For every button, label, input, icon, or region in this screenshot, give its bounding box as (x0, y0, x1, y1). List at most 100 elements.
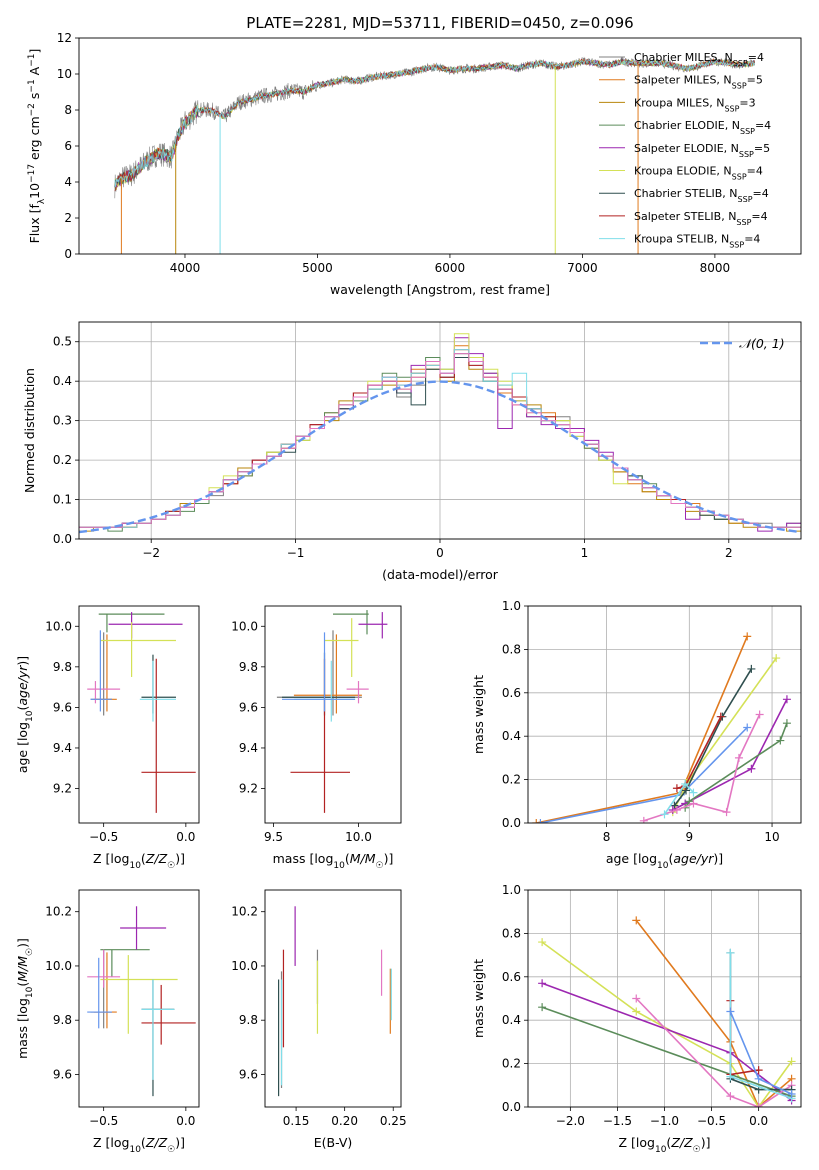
y-axis-label: mass weight (471, 675, 486, 754)
y-tick-label: 0.8 (502, 642, 521, 656)
weight-line (673, 668, 753, 807)
x-tick-label: −1.0 (650, 1114, 679, 1128)
axes-frame (78, 37, 802, 255)
x-tick-label: 0.0 (176, 830, 195, 844)
y-tick-label: 9.4 (239, 741, 258, 755)
x-tick-label: 10.0 (345, 830, 372, 844)
y-tick-label: 0.8 (502, 926, 521, 940)
errorbars (87, 906, 196, 1097)
weight-marker (734, 753, 743, 762)
x-tick-label: 2 (725, 546, 733, 560)
spectrum-model-line (114, 59, 755, 188)
weight-marker (538, 1003, 547, 1012)
x-tick-label: 0 (436, 546, 444, 560)
y-tick-label: 9.6 (239, 700, 258, 714)
x-tick-label: 8000 (700, 261, 731, 275)
x-tick-label: 6000 (435, 261, 466, 275)
y-tick-label: 0.6 (502, 686, 521, 700)
y-tick-label: 10 (57, 67, 72, 81)
weight-marker (689, 799, 698, 808)
normal-curve (79, 380, 801, 534)
y-tick-label: 1.0 (502, 599, 521, 613)
y-tick-label: 4 (64, 175, 72, 189)
weight-marker (672, 805, 681, 814)
x-axis-label: wavelength [Angstrom, rest frame] (330, 282, 550, 297)
weight-marker (776, 736, 785, 745)
x-tick-label: 7000 (567, 261, 598, 275)
y-axis-label: Flux [fλ10−17 erg cm−2 s−1 A−1] (27, 49, 47, 244)
y-tick-label: 0.2 (502, 1057, 521, 1071)
panel-residuals: −2 −1 0 1 2 0.0 0.1 0.2 0.3 0.4 0.5 𝒩(0, 1) (data-mo… (22, 321, 802, 582)
axes-frame (264, 605, 402, 824)
weight-marker (632, 994, 641, 1003)
weight-marker (660, 810, 669, 819)
weight-marker (538, 979, 547, 988)
weight-marker (747, 664, 756, 673)
x-tick-label: 0.0 (749, 1114, 768, 1128)
weight-marker (787, 1089, 796, 1098)
weight-line (635, 997, 793, 1107)
weight-marker (726, 948, 735, 957)
weight-marker (754, 1066, 763, 1075)
legend-label: Salpeter ELODIE, NSSP=5 (634, 142, 770, 159)
legend-label: Chabrier MILES, NSSP=4 (634, 51, 764, 68)
x-tick-label: −1 (287, 546, 305, 560)
y-tick-label: 0.4 (53, 374, 72, 388)
y-tick-label: 9.8 (53, 660, 72, 674)
x-tick-label: 0.20 (331, 1114, 358, 1128)
y-tick-label: 0.5 (53, 335, 72, 349)
weight-line (541, 1006, 792, 1097)
y-tick-label: 9.4 (53, 741, 72, 755)
weight-marker (743, 723, 752, 732)
weight-marker (632, 916, 641, 925)
y-tick-label: 0.0 (502, 816, 521, 830)
weight-marker (532, 819, 541, 823)
y-tick-label: 0.0 (502, 1100, 521, 1114)
y-tick-label: 0.1 (53, 493, 72, 507)
x-tick-label: 0.25 (380, 1114, 407, 1128)
weight-marker (726, 1092, 735, 1101)
figure-title: PLATE=2281, MJD=53711, FIBERID=0450, z=0… (246, 14, 633, 32)
weight-line (643, 714, 761, 822)
weight-marker (747, 764, 756, 773)
weight-marker (685, 797, 694, 806)
panel-spectrum: 4000 5000 6000 7000 8000 0 2 4 6 8 10 12 Chabrier MI… (27, 31, 802, 297)
weight-lines (532, 632, 791, 823)
y-tick-label: 10.0 (45, 619, 72, 633)
panel-weight-vs-age: 8 9 10 0.0 0.2 0.4 0.6 0.8 1.0 age [log10(age/yr)… (471, 599, 802, 871)
weight-marker (755, 710, 764, 719)
weight-line (684, 722, 788, 809)
errorbars (87, 612, 196, 813)
y-tick-label: 9.8 (239, 660, 258, 674)
x-axis-label: age [log10(age/yr)] (606, 851, 723, 871)
x-tick-label: −1.5 (603, 1114, 632, 1128)
y-tick-label: 0.2 (53, 453, 72, 467)
weight-marker (726, 1072, 735, 1081)
x-axis-label: E(B-V) (314, 1135, 353, 1150)
x-tick-label: 8 (603, 830, 611, 844)
x-tick-label: −0.5 (89, 830, 118, 844)
x-tick-label: −2 (142, 546, 160, 560)
spectrum-lines (114, 56, 755, 254)
x-tick-label: 0.0 (176, 1114, 195, 1128)
weight-marker (538, 938, 547, 947)
panel-weight-vs-Z: −2.0 −1.5 −1.0 −0.5 0.0 0.0 0.2 0.4 0.6 0.8 1.0 Z [… (471, 883, 802, 1155)
legend-label: Salpeter STELIB, NSSP=4 (634, 210, 768, 227)
y-tick-label: 10.0 (231, 619, 258, 633)
y-tick-label: 6 (64, 139, 72, 153)
x-axis-label: Z [log10(Z/Z☉)] (619, 1135, 711, 1155)
weight-marker (726, 1007, 735, 1016)
x-tick-label: −0.5 (697, 1114, 726, 1128)
y-tick-label: 10.0 (231, 959, 258, 973)
y-tick-label: 9.6 (53, 1067, 72, 1081)
axes-frame (78, 605, 200, 824)
legend-label: Chabrier ELODIE, NSSP=4 (634, 119, 771, 136)
histogram-lines (79, 333, 801, 534)
x-tick-label: −2.0 (556, 1114, 585, 1128)
y-tick-label: 2 (64, 211, 72, 225)
axes-frame (264, 889, 402, 1108)
weight-marker (689, 788, 698, 797)
weight-line (672, 698, 788, 811)
